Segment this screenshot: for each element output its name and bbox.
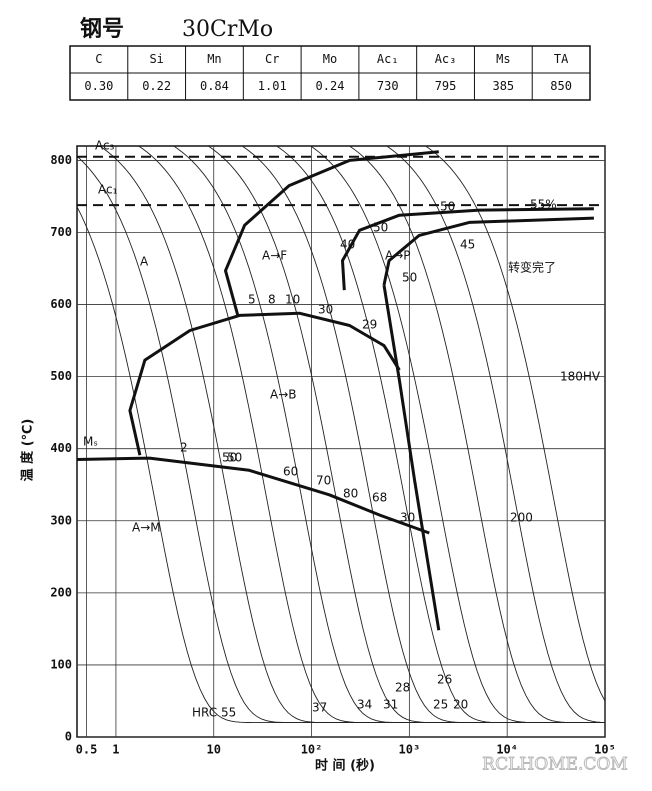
x-tick-label: 10⁴ [496, 743, 518, 757]
table-header: Mo [323, 52, 337, 66]
title-label: 钢号 [80, 16, 124, 42]
chart-title: 30CrMo [182, 17, 273, 42]
annotation: 26 [437, 673, 452, 687]
table-header: TA [554, 52, 569, 66]
cooling-curve [348, 146, 605, 724]
y-tick-label: 100 [50, 657, 72, 671]
annotation: Ac₃ [95, 139, 115, 153]
x-axis-title: 时 间 (秒) [315, 758, 375, 774]
annotation: A→F [262, 249, 287, 263]
curve [382, 216, 594, 286]
curve [224, 150, 439, 316]
annotation: HRC 55 [192, 706, 236, 720]
annotation: 50 [373, 221, 388, 235]
annotation: 180HV [560, 370, 601, 384]
table-header: Cr [265, 52, 279, 66]
cooling-curve [275, 146, 605, 724]
annotation: 200 [510, 511, 533, 525]
curve [128, 311, 401, 456]
annotation: 45 [460, 238, 475, 252]
x-tick-label: 10⁵ [594, 743, 616, 757]
annotation: 28 [395, 681, 410, 695]
cooling-curve [385, 146, 605, 723]
table-header: Si [149, 52, 163, 66]
y-tick-label: 600 [50, 297, 72, 311]
y-tick-label: 200 [50, 585, 72, 599]
y-tick-label: 400 [50, 441, 72, 455]
x-tick-label: 0.5 [76, 743, 98, 757]
annotation: 8 [268, 293, 276, 307]
table-cell: 0.84 [200, 79, 229, 93]
x-tick-label: 10² [301, 743, 323, 757]
annotation: 29 [362, 318, 377, 332]
annotation: A→M [132, 521, 161, 535]
annotation: 50 [402, 271, 417, 285]
annotation: Mₛ [83, 435, 98, 449]
y-tick-label: 800 [50, 153, 72, 167]
annotation: 2 [180, 441, 188, 455]
table-header: Ms [496, 52, 510, 66]
x-tick-label: 10³ [399, 743, 421, 757]
annotation: A→B [270, 388, 297, 402]
cooling-curve [98, 146, 605, 724]
table-cell: 795 [435, 79, 457, 93]
table-header: C [95, 52, 102, 66]
cooling-curve [77, 206, 605, 724]
x-tick-label: 10 [207, 743, 221, 757]
cooling-curve [424, 146, 605, 702]
annotation: 40 [340, 238, 355, 252]
y-tick-label: 0 [65, 730, 72, 744]
annotation: 60 [283, 465, 298, 479]
y-tick-label: 700 [50, 225, 72, 239]
annotation: A [140, 255, 149, 269]
annotation: 80 [343, 487, 358, 501]
annotation: Ac₁ [98, 183, 118, 197]
cooling-curve [309, 146, 605, 724]
cooling-curve [137, 146, 605, 724]
annotation: 30 [400, 511, 415, 525]
table-cell: 0.30 [84, 79, 113, 93]
annotation: 55% [530, 198, 557, 212]
annotation: 50 [227, 451, 242, 465]
curve [382, 284, 441, 631]
annotation: 34 [357, 698, 372, 712]
annotation: 30 [318, 303, 333, 317]
annotation: 31 [383, 698, 398, 712]
table-cell: 0.22 [142, 79, 171, 93]
table-header: Ac₃ [435, 52, 457, 66]
table-header: Mn [207, 52, 221, 66]
annotation: 68 [372, 491, 387, 505]
annotation: 10 [285, 293, 300, 307]
annotation: 70 [316, 474, 331, 488]
annotation: 37 [312, 701, 327, 715]
y-tick-label: 300 [50, 513, 72, 527]
watermark: RCLHOME.COM [482, 755, 627, 775]
y-tick-label: 500 [50, 369, 72, 383]
x-tick-label: 1 [112, 743, 119, 757]
curve [77, 456, 430, 535]
annotation: 5 [248, 293, 256, 307]
table-cell: 385 [492, 79, 514, 93]
annotation: 50 [440, 200, 455, 214]
annotation: 25 [433, 698, 448, 712]
table-cell: 730 [377, 79, 399, 93]
plot-frame [76, 145, 606, 738]
curve [341, 207, 594, 291]
annotation: 20 [453, 698, 468, 712]
annotation: 50 [222, 451, 237, 465]
table-header: Ac₁ [377, 52, 399, 66]
table-cell: 850 [550, 79, 572, 93]
table-cell: 1.01 [258, 79, 287, 93]
y-axis-title: 温 度 (℃) [20, 419, 36, 482]
table-cell: 0.24 [316, 79, 345, 93]
annotation: 转变完了 [508, 260, 556, 275]
annotation: A→P [385, 249, 411, 263]
